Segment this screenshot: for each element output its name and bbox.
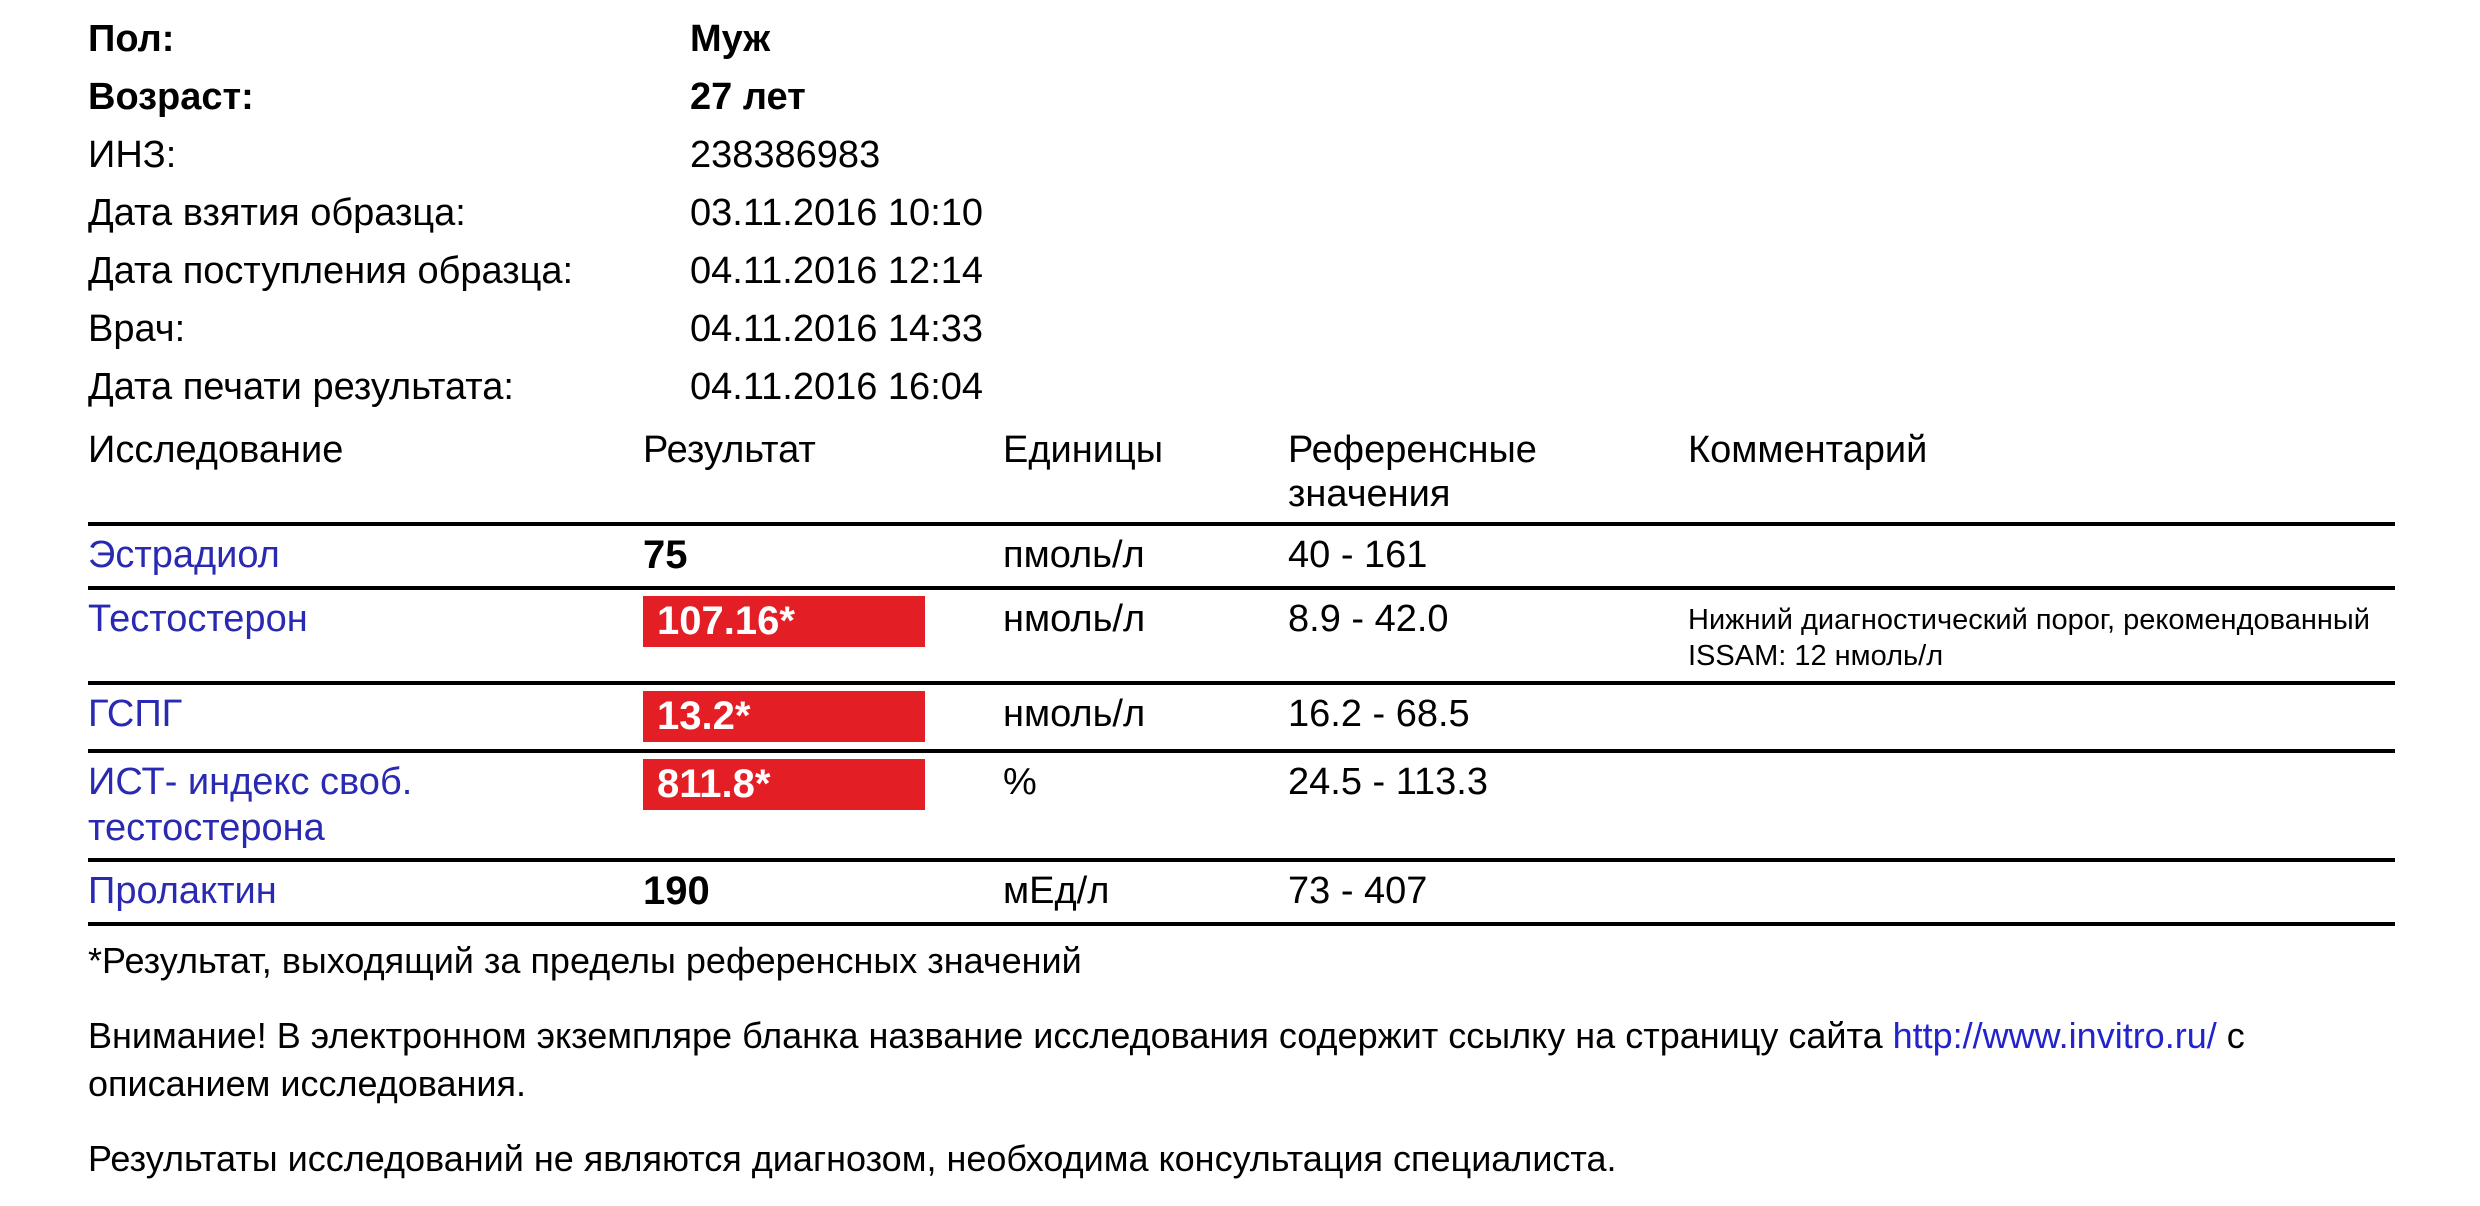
units-cell: нмоль/л [1003, 598, 1146, 640]
reference-range-cell: 16.2 - 68.5 [1288, 693, 1470, 735]
result-row: ИСТ- индекс своб. тестостерона 811.8* % … [88, 751, 2395, 860]
comment-cell [1688, 860, 2395, 924]
column-header-reference: Референсные значения [1288, 429, 1537, 515]
age-label: Возраст: [88, 76, 254, 118]
print-date-label: Дата печати результата: [88, 366, 514, 408]
print-date-value: 04.11.2016 16:04 [690, 366, 984, 408]
comment-cell [1688, 683, 2395, 751]
result-row: Пролактин 190 мЕд/л 73 - 407 [88, 860, 2395, 924]
attention-text-before: Внимание! В электронном экземпляре бланк… [88, 1015, 1883, 1056]
reference-range-cell: 24.5 - 113.3 [1288, 761, 1489, 803]
disclaimer-text: Результаты исследований не являются диаг… [88, 1138, 1617, 1179]
comment-cell [1688, 751, 2395, 860]
result-row: Эстрадиол 75 пмоль/л 40 - 161 [88, 524, 2395, 588]
comment-cell [1688, 524, 2395, 588]
doctor-label: Врач: [88, 308, 186, 350]
result-value: 75 [643, 533, 688, 577]
invitro-url-link[interactable]: http://www.invitro.ru/ [1892, 1015, 2217, 1056]
patient-row-age: Возраст: 27 лет [88, 68, 2480, 126]
patient-row-doctor: Врач: 04.11.2016 14:33 [88, 300, 2480, 358]
patient-row-inz: ИНЗ: 238386983 [88, 126, 2480, 184]
inz-value: 238386983 [690, 134, 881, 176]
test-name-link[interactable]: ИСТ- индекс своб. тестостерона [88, 761, 413, 849]
result-row: ГСПГ 13.2* нмоль/л 16.2 - 68.5 [88, 683, 2395, 751]
reference-range-cell: 73 - 407 [1288, 870, 1428, 912]
patient-row-print-date: Дата печати результата: 04.11.2016 16:04 [88, 358, 2480, 416]
sample-received-label: Дата поступления образца: [88, 250, 574, 292]
units-cell: мЕд/л [1003, 870, 1110, 912]
result-value: 190 [643, 869, 710, 913]
sample-taken-label: Дата взятия образца: [88, 192, 466, 234]
patient-row-sample-received: Дата поступления образца: 04.11.2016 12:… [88, 242, 2480, 300]
result-cell: 811.8* [643, 751, 1003, 860]
test-name-link[interactable]: Эстрадиол [88, 534, 280, 576]
result-row: Тестостерон 107.16* нмоль/л 8.9 - 42.0 Н… [88, 588, 2395, 683]
test-name-link[interactable]: Тестостерон [88, 598, 308, 640]
patient-info-block: Пол: Муж Возраст: 27 лет ИНЗ: 238386983 … [88, 10, 2480, 416]
column-header-result: Результат [643, 429, 816, 471]
reference-range-cell: 40 - 161 [1288, 534, 1428, 576]
age-value: 27 лет [690, 76, 806, 118]
units-cell: пмоль/л [1003, 534, 1145, 576]
column-header-units: Единицы [1003, 429, 1164, 471]
reference-range-cell: 8.9 - 42.0 [1288, 598, 1449, 640]
sample-received-value: 04.11.2016 12:14 [690, 250, 984, 292]
sex-label: Пол: [88, 18, 175, 60]
result-cell: 190 [643, 860, 1003, 924]
result-value-flagged: 107.16* [643, 596, 925, 647]
patient-row-sex: Пол: Муж [88, 10, 2480, 68]
sex-value: Муж [690, 18, 771, 60]
result-value-flagged: 13.2* [643, 691, 925, 742]
results-table: Исследование Результат Единицы Референсн… [88, 428, 2395, 926]
result-value-flagged: 811.8* [643, 759, 925, 810]
test-name-link[interactable]: ГСПГ [88, 693, 183, 735]
units-cell: нмоль/л [1003, 693, 1146, 735]
out-of-range-footnote: *Результат, выходящий за пределы референ… [88, 940, 1082, 981]
doctor-value: 04.11.2016 14:33 [690, 308, 984, 350]
comment-cell: Нижний диагностический порог, рекомендов… [1688, 604, 2370, 672]
result-cell: 107.16* [643, 588, 1003, 683]
result-cell: 13.2* [643, 683, 1003, 751]
result-cell: 75 [643, 524, 1003, 588]
patient-row-sample-taken: Дата взятия образца: 03.11.2016 10:10 [88, 184, 2480, 242]
inz-label: ИНЗ: [88, 134, 177, 176]
sample-taken-value: 03.11.2016 10:10 [690, 192, 984, 234]
results-table-header: Исследование Результат Единицы Референсн… [88, 428, 2395, 524]
attention-paragraph: Внимание! В электронном экземпляре бланк… [88, 1012, 2358, 1108]
test-name-link[interactable]: Пролактин [88, 870, 277, 912]
units-cell: % [1003, 761, 1037, 803]
column-header-test: Исследование [88, 429, 344, 471]
attention-text-after: с описанием исследования. [88, 1015, 2245, 1104]
column-header-comment: Комментарий [1688, 429, 1928, 471]
